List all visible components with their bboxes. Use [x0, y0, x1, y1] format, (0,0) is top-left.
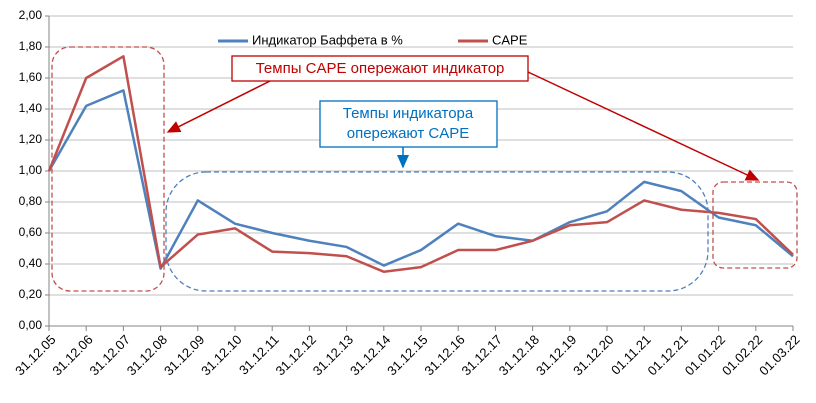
annotation: Темпы CAPE опережают индикатор [256, 60, 505, 77]
x-tick-label: 31.12.19 [533, 332, 579, 378]
y-tick-label: 1,40 [19, 101, 43, 115]
annotation-box [231, 55, 529, 82]
annotation: опережают CAPE [347, 125, 470, 142]
x-tick-label: 31.12.15 [384, 332, 430, 378]
highlight-box [165, 171, 709, 292]
x-tick-label: 01.12.21 [645, 332, 691, 378]
series-line [47, 55, 794, 273]
x-tick-label: 01.01.22 [682, 332, 728, 378]
highlight-box [712, 181, 798, 269]
x-tick-label: 31.12.16 [421, 332, 467, 378]
y-tick-label: 0,20 [19, 287, 43, 301]
x-tick-label: 01.03.22 [756, 332, 802, 378]
legend-label: CAPE [492, 32, 528, 47]
y-tick-label: 0,60 [19, 225, 43, 239]
x-tick-label: 31.12.18 [496, 332, 542, 378]
x-tick-label: 31.12.09 [161, 332, 207, 378]
x-tick-label: 31.12.12 [273, 332, 319, 378]
legend-label: Индикатор Баффета в % [252, 32, 403, 47]
x-tick-label: 31.12.06 [49, 332, 95, 378]
x-tick-label: 31.12.10 [198, 332, 244, 378]
x-tick-label: 31.12.05 [12, 332, 58, 378]
annotations: Темпы CAPE опережают индикатор Темпы инд… [51, 46, 798, 292]
x-tick-label: 31.12.08 [124, 332, 170, 378]
arrow [527, 71, 760, 181]
y-tick-label: 0,00 [19, 318, 43, 332]
y-tick-label: 0,40 [19, 256, 43, 270]
y-tick-label: 0,80 [19, 194, 43, 208]
highlight-box [51, 46, 165, 292]
x-tick-label: 31.12.14 [347, 332, 393, 378]
x-tick-label: 31.12.20 [570, 332, 616, 378]
x-tick-label: 01.02.22 [719, 332, 765, 378]
annotation: Темпы индикатора [343, 105, 474, 122]
y-tick-label: 1,60 [19, 70, 43, 84]
arrow [166, 79, 273, 133]
y-tick-label: 1,00 [19, 163, 43, 177]
annotation-box [319, 100, 498, 148]
y-tick-label: 2,00 [19, 8, 43, 22]
series-line [47, 89, 794, 270]
x-tick-label: 31.12.17 [459, 332, 505, 378]
y-tick-label: 1,80 [19, 39, 43, 53]
y-tick-label: 1,20 [19, 132, 43, 146]
x-tick-label: 31.12.07 [87, 332, 133, 378]
x-tick-label: 31.12.13 [310, 332, 356, 378]
